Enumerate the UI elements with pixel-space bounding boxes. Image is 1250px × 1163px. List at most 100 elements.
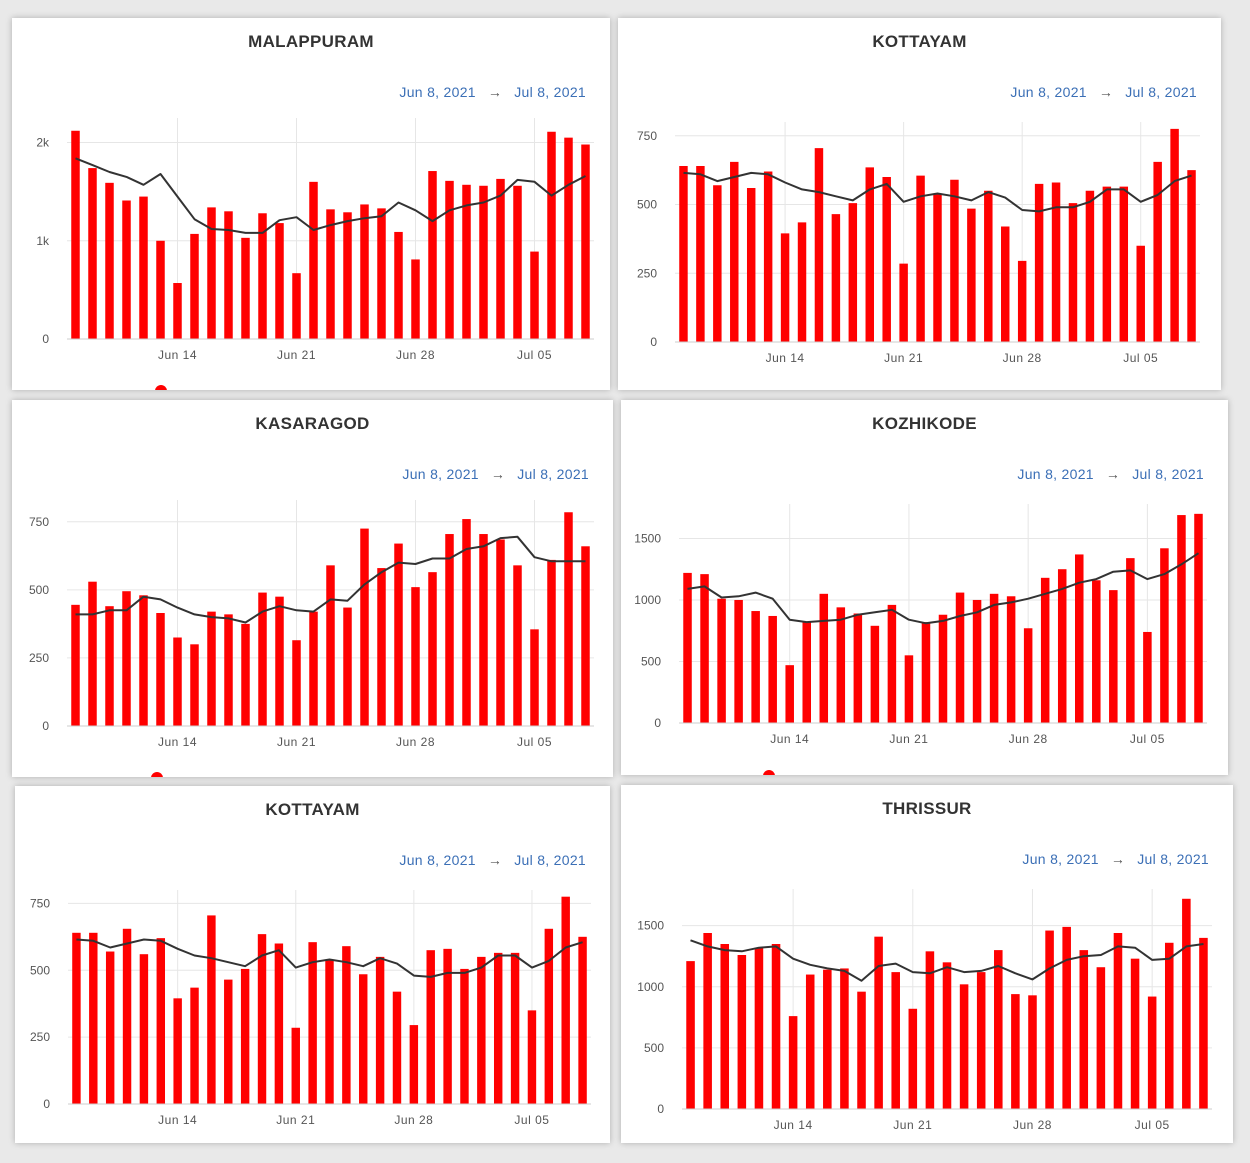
y-tick-label: 1k — [36, 234, 50, 248]
bar — [1096, 967, 1106, 1109]
bar — [343, 607, 352, 726]
y-tick-label: 0 — [654, 716, 661, 730]
moving-average-line — [76, 938, 583, 978]
x-tick-label: Jul 05 — [1130, 732, 1165, 746]
legend-marker[interactable] — [155, 385, 167, 390]
y-tick-label: 2k — [36, 136, 50, 150]
x-tick-label: Jun 21 — [277, 735, 316, 749]
bar — [933, 193, 942, 342]
bar — [190, 987, 199, 1104]
date-to[interactable]: Jul 8, 2021 — [1132, 466, 1204, 482]
date-from[interactable]: Jun 8, 2021 — [1010, 84, 1087, 100]
bar — [513, 185, 522, 339]
y-tick-label: 1000 — [637, 980, 664, 994]
chart-title: MALAPPURAM — [248, 32, 374, 51]
x-tick-label: Jun 21 — [276, 1113, 315, 1127]
date-range[interactable]: Jun 8, 2021 → Jul 8, 2021 — [399, 852, 586, 868]
bar — [224, 614, 233, 726]
date-to[interactable]: Jul 8, 2021 — [1125, 84, 1197, 100]
bar — [955, 592, 965, 723]
bar — [763, 171, 773, 342]
moving-average-line — [683, 171, 1192, 213]
legend-marker[interactable] — [763, 770, 775, 775]
date-range[interactable]: Jun 8, 2021 → Jul 8, 2021 — [402, 466, 589, 482]
bar — [241, 623, 250, 726]
bar — [1119, 186, 1129, 342]
y-tick-label: 1000 — [634, 593, 661, 607]
bar — [870, 625, 880, 723]
bar — [105, 182, 114, 339]
bar — [479, 534, 488, 726]
date-range[interactable]: Jun 8, 2021 → Jul 8, 2021 — [1017, 466, 1204, 482]
bar — [972, 599, 982, 723]
x-tick-label: Jun 28 — [394, 1113, 433, 1127]
bar — [942, 962, 952, 1109]
y-tick-label: 250 — [637, 266, 657, 280]
bar — [139, 595, 148, 726]
bar — [1068, 203, 1078, 342]
date-to[interactable]: Jul 8, 2021 — [514, 852, 586, 868]
bar — [428, 171, 437, 339]
bar — [1136, 245, 1145, 342]
bar — [156, 938, 166, 1104]
bar — [309, 181, 318, 339]
range-arrow: → — [1105, 466, 1121, 482]
bar — [734, 599, 743, 723]
date-from[interactable]: Jun 8, 2021 — [1022, 851, 1099, 867]
y-tick-label: 500 — [644, 1041, 664, 1055]
date-range[interactable]: Jun 8, 2021 → Jul 8, 2021 — [1022, 851, 1209, 867]
bar — [836, 607, 846, 723]
bar — [122, 591, 131, 726]
date-from[interactable]: Jun 8, 2021 — [399, 84, 476, 100]
date-range[interactable]: Jun 8, 2021 → Jul 8, 2021 — [1010, 84, 1197, 100]
bar — [547, 131, 556, 339]
bar-chart: 0 500 1000 1500 Jun 14 Jun 21 Jun 28 Jul 05 — [637, 889, 1212, 1132]
bar — [1040, 577, 1050, 723]
legend-marker[interactable] — [151, 772, 163, 777]
chart-title: KOTTAYAM — [265, 800, 360, 819]
bar — [547, 559, 556, 726]
bar — [326, 209, 335, 339]
date-to[interactable]: Jul 8, 2021 — [517, 466, 589, 482]
x-tick-label: Jun 14 — [766, 351, 805, 365]
bar — [1011, 994, 1020, 1109]
range-arrow: → — [1098, 84, 1114, 100]
bar — [1109, 590, 1118, 723]
bar — [496, 539, 505, 726]
y-tick-label: 500 — [641, 654, 661, 668]
bar — [1075, 554, 1084, 723]
y-tick-label: 0 — [42, 719, 49, 733]
bar — [1092, 580, 1101, 723]
bar — [1143, 631, 1152, 723]
x-tick-label: Jun 28 — [1009, 732, 1048, 746]
bar — [257, 934, 267, 1104]
bar — [921, 622, 931, 723]
bar — [686, 961, 695, 1109]
chart-title: THRISSUR — [882, 799, 972, 818]
date-from[interactable]: Jun 8, 2021 — [1017, 466, 1094, 482]
bar — [377, 568, 386, 726]
bar — [578, 936, 587, 1104]
y-tick-label: 750 — [30, 896, 50, 910]
bar — [564, 512, 573, 726]
bar — [1126, 558, 1135, 723]
bar-chart: 0 250 500 750 Jun 14 Jun 21 Jun 28 Jul 05 — [637, 122, 1200, 365]
x-tick-label: Jun 28 — [396, 348, 435, 362]
date-from[interactable]: Jun 8, 2021 — [399, 852, 476, 868]
y-tick-label: 750 — [29, 515, 49, 529]
bar — [443, 948, 452, 1104]
bar — [105, 951, 115, 1104]
bar — [275, 596, 284, 726]
bar — [1187, 170, 1196, 342]
chart-panel-malappuram: MALAPPURAM Jun 8, 2021 → Jul 8, 2021 0 1k 2k… — [12, 18, 610, 390]
date-to[interactable]: Jul 8, 2021 — [1137, 851, 1209, 867]
bar — [510, 952, 520, 1104]
bar — [908, 1008, 918, 1109]
bar — [751, 611, 760, 723]
bar — [1045, 930, 1054, 1109]
bar — [916, 175, 925, 342]
date-from[interactable]: Jun 8, 2021 — [402, 466, 479, 482]
date-to[interactable]: Jul 8, 2021 — [514, 84, 586, 100]
bar — [224, 211, 233, 339]
date-range[interactable]: Jun 8, 2021 → Jul 8, 2021 — [399, 84, 586, 100]
